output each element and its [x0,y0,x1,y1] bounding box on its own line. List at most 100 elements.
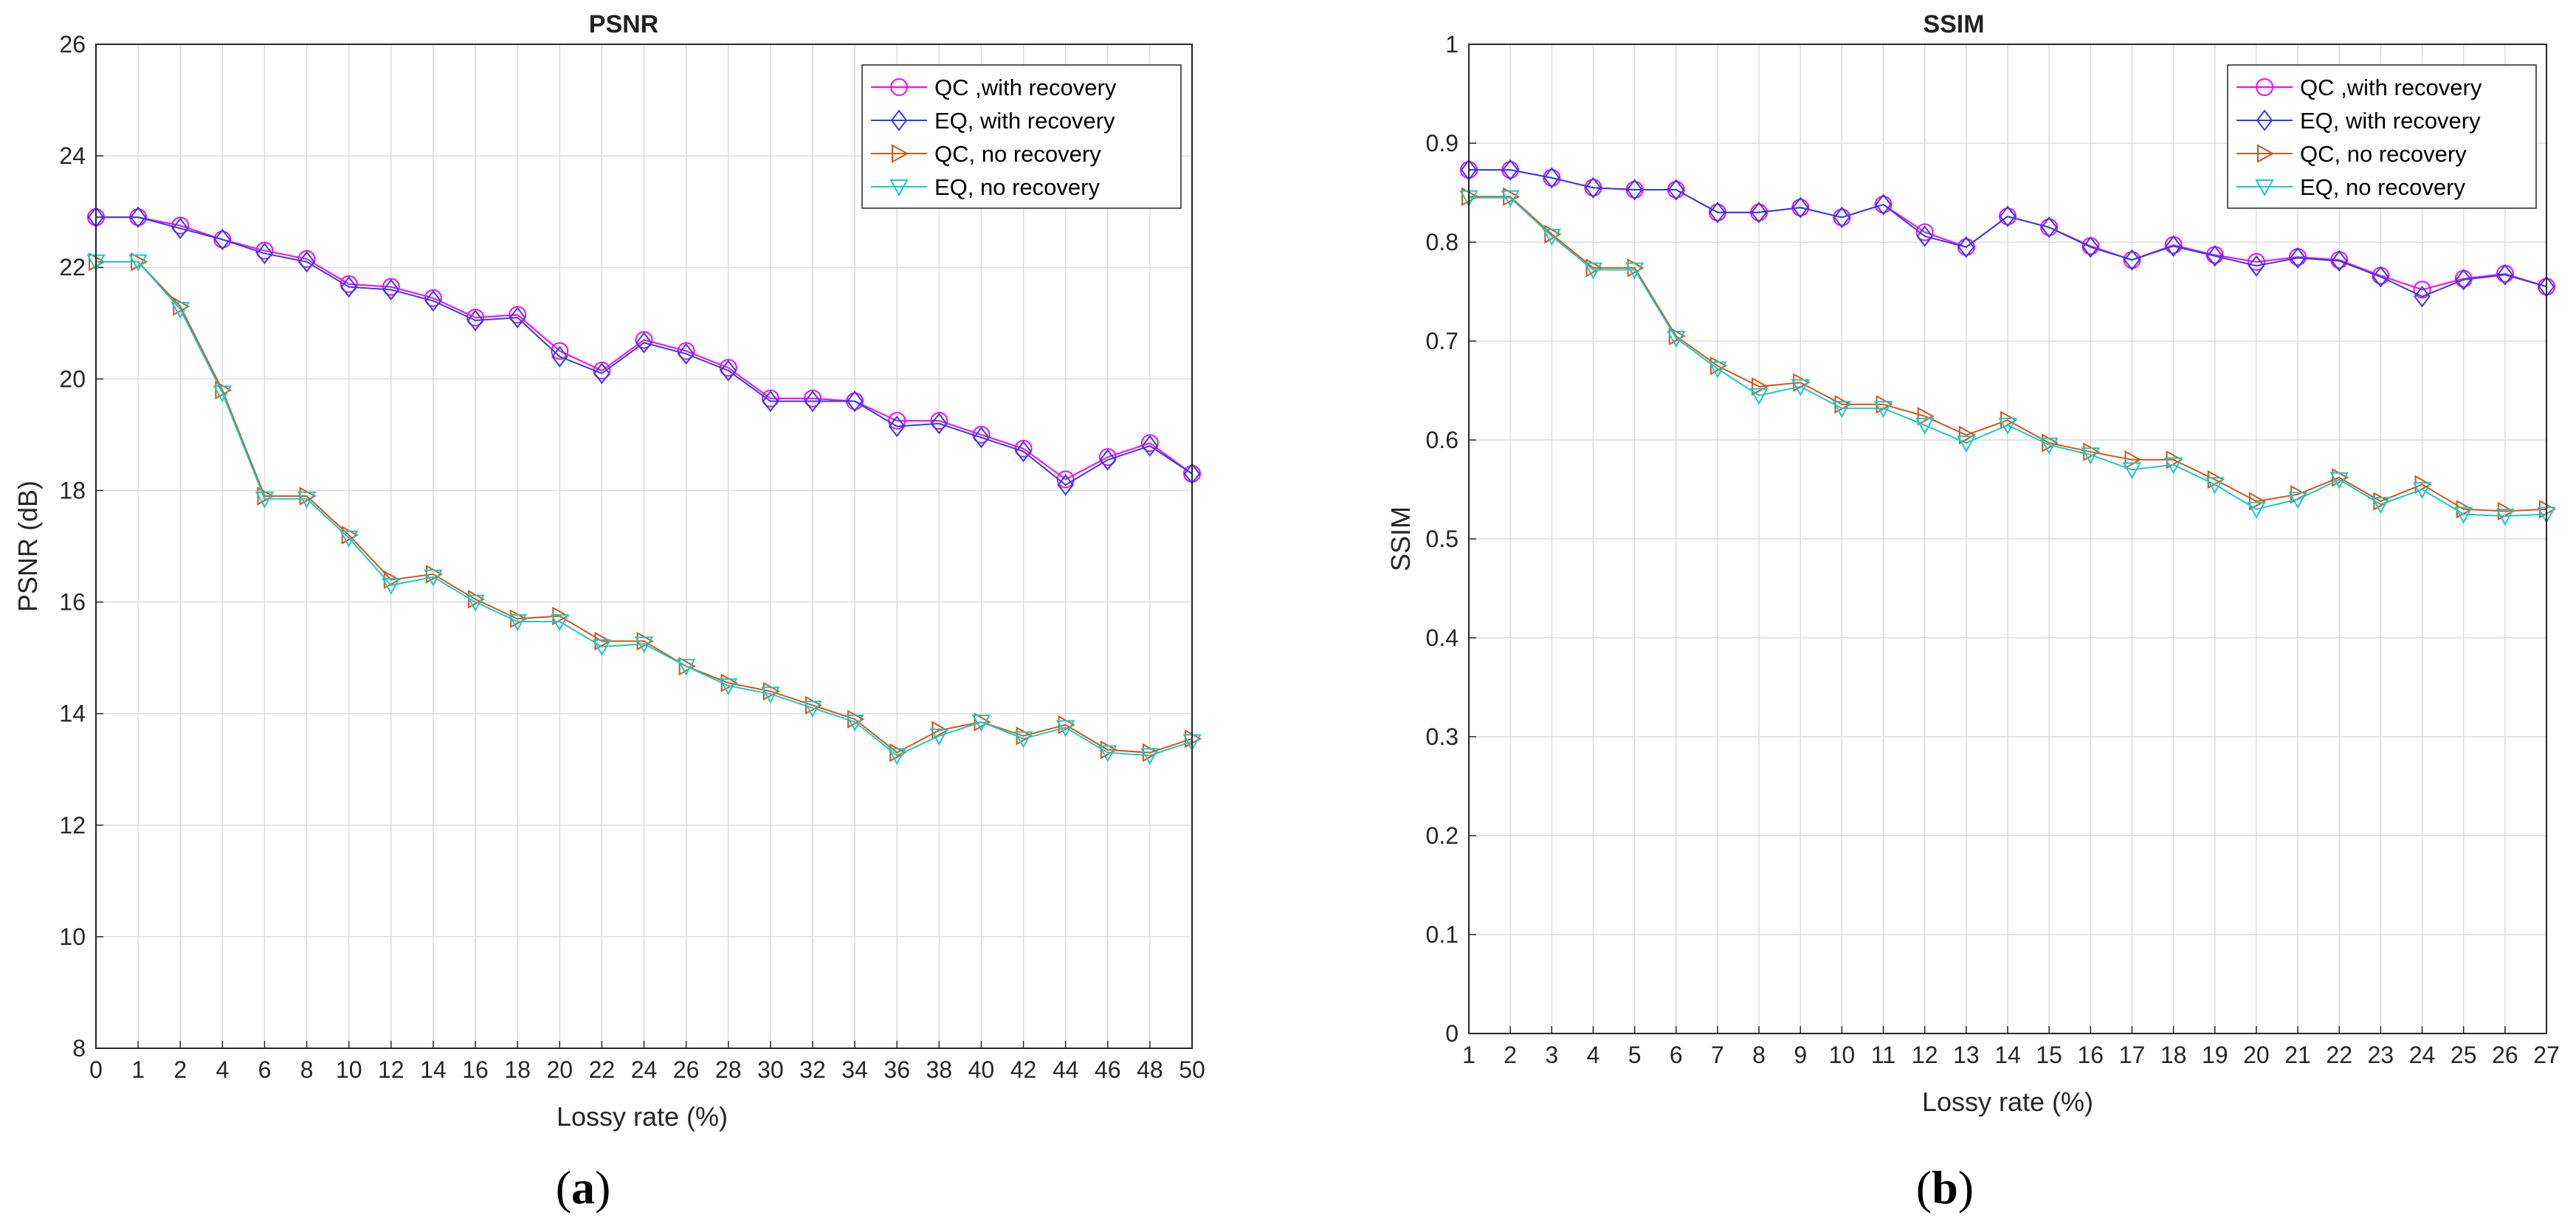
psnr-eq-with-recovery-point [1141,435,1159,457]
ssim-qc-no-recovery-point [2124,450,2142,470]
psnr-eq-no-recovery-point [255,491,275,509]
psnr-qc-no-recovery-point [552,606,570,626]
ssim-x-tick-label: 20 [2243,1042,2270,1068]
legend-entry-psnr-qc-no-recovery: QC, no recovery [871,141,1101,167]
psnr-eq-with-recovery-point [1015,440,1032,463]
psnr-eq-with-recovery-point [340,276,357,298]
legend-entry-ssim-qc-with-recovery: QC ,with recovery [2236,75,2482,100]
ssim-x-tick-label: 16 [2078,1042,2104,1068]
ssim-eq-with-recovery-point [2455,269,2472,291]
ssim-eq-no-recovery-point [2329,472,2349,489]
ssim-y-tick-label: 0.7 [1426,328,1459,354]
ssim-eq-with-recovery-point [1585,176,1602,199]
psnr-eq-with-recovery-point [804,390,822,413]
psnr-eq-no-recovery-point [719,678,738,695]
psnr-eq-no-recovery-line [96,261,1193,757]
ssim-eq-with-recovery-point [2330,250,2348,272]
ssim-x-tick-label: 14 [1994,1042,2021,1068]
ssim-eq-no-recovery-point [1957,436,1976,453]
psnr-x-tick-label: 6 [258,1056,272,1083]
ssim-y-tick-label: 0.9 [1426,130,1459,157]
ssim-x-tick-label: 9 [1794,1042,1807,1068]
panel-a-caption-open: ( [556,1161,571,1214]
ssim-x-tick-label: 4 [1587,1042,1600,1068]
legend-label: QC ,with recovery [2300,75,2482,100]
psnr-x-ticks: 0 1 2 4 6 8 10 12 14 16 18 20 22 24 26 28 30 32 34 36 38 40 42… [89,1056,1205,1083]
ssim-y-tick-label: 0.8 [1426,229,1459,255]
psnr-eq-no-recovery-point [128,254,148,272]
psnr-eq-no-recovery-point [382,577,401,595]
psnr-x-axis-label: Lossy rate (%) [557,1101,728,1132]
ssim-eq-no-recovery-point [2454,506,2473,524]
psnr-x-tick-label: 16 [462,1056,489,1083]
ssim-y-tick-label: 1 [1445,31,1459,58]
ssim-x-tick-label: 22 [2326,1042,2352,1068]
psnr-grid [95,44,1193,1049]
psnr-qc-no-recovery-point [594,631,612,651]
psnr-eq-with-recovery-point [636,331,652,354]
psnr-y-tick-label: 14 [59,701,86,727]
psnr-qc-with-recovery-line [96,216,1193,481]
legend-label: EQ, no recovery [934,174,1100,200]
psnr-eq-no-recovery-point [340,530,359,548]
ssim-x-tick-label: 24 [2409,1042,2436,1068]
psnr-eq-no-recovery-point [1140,748,1160,766]
panel-a-caption-close: ) [595,1161,610,1214]
ssim-eq-no-recovery-point [2205,477,2225,495]
legend-entry-ssim-eq-no-recovery: EQ, no recovery [2236,174,2465,200]
psnr-y-tick-label: 8 [72,1035,86,1062]
legend-entry-psnr-qc-with-recovery: QC ,with recovery [871,75,1117,100]
ssim-qc-with-recovery-point [2413,281,2431,299]
ssim-x-tick-label: 19 [2202,1042,2228,1068]
panel-a-caption-letter: a [571,1161,595,1214]
psnr-eq-no-recovery-point [803,701,822,718]
ssim-qc-no-recovery-point [1752,376,1769,396]
psnr-eq-no-recovery-point [1098,745,1117,763]
psnr-eq-no-recovery-point [1013,731,1033,749]
ssim-x-tick-label: 27 [2533,1042,2560,1068]
ssim-eq-with-recovery-point [2248,255,2265,277]
ssim-y-tick-label: 0.3 [1426,723,1459,750]
psnr-eq-no-recovery-point [213,385,233,403]
ssim-x-tick-label: 18 [2160,1042,2187,1068]
legend-label: QC, no recovery [934,141,1101,167]
psnr-x-tick-label: 1 [131,1056,145,1083]
ssim-qc-no-recovery-line [1469,196,2547,512]
legend-swatch-marker [892,144,909,163]
psnr-x-tick-label: 38 [926,1056,953,1083]
ssim-eq-no-recovery-point [2039,437,2059,455]
ssim-eq-no-recovery-point [1625,262,1645,280]
legend-swatch-marker [2256,78,2273,96]
ssim-eq-with-recovery-point [1501,159,1519,181]
psnr-qc-with-recovery-point [803,389,822,407]
psnr-x-tick-label: 28 [715,1056,742,1083]
psnr-x-tick-label: 0 [89,1056,103,1083]
ssim-eq-with-recovery-series [1460,159,2555,308]
ssim-series [1459,159,2557,526]
psnr-eq-with-recovery-point [256,242,273,264]
ssim-eq-no-recovery-point [2412,482,2432,500]
psnr-y-tick-label: 16 [59,589,86,616]
ssim-x-tick-label: 21 [2284,1042,2311,1068]
psnr-y-axis-label: PSNR (dB) [13,481,43,612]
psnr-eq-no-recovery-point [550,614,569,632]
psnr-eq-no-recovery-point [887,748,906,766]
psnr-eq-with-recovery-line [96,216,1193,486]
psnr-y-tick-label: 12 [59,812,86,839]
ssim-eq-with-recovery-point [2124,249,2141,271]
ssim-eq-with-recovery-point [2496,264,2514,286]
psnr-x-tick-label: 42 [1010,1056,1037,1083]
ssim-eq-with-recovery-point [2372,266,2389,288]
psnr-qc-with-recovery-point [551,342,569,360]
ssim-x-ticks: 1 2 3 4 5 6 7 8 9 10 11 12 13 14 15 16 17 18 19 20 21 22 23 24 2… [1462,1042,2560,1068]
ssim-x-tick-label: 6 [1670,1042,1683,1068]
psnr-qc-with-recovery-point [761,389,779,407]
ssim-qc-with-recovery-point [2247,252,2265,271]
ssim-eq-no-recovery-line [1469,196,2547,517]
ssim-y-tick-label: 0.5 [1426,526,1459,552]
psnr-eq-with-recovery-series [87,206,1201,496]
psnr-x-tick-label: 14 [420,1056,447,1083]
psnr-x-tick-label: 50 [1179,1056,1205,1083]
